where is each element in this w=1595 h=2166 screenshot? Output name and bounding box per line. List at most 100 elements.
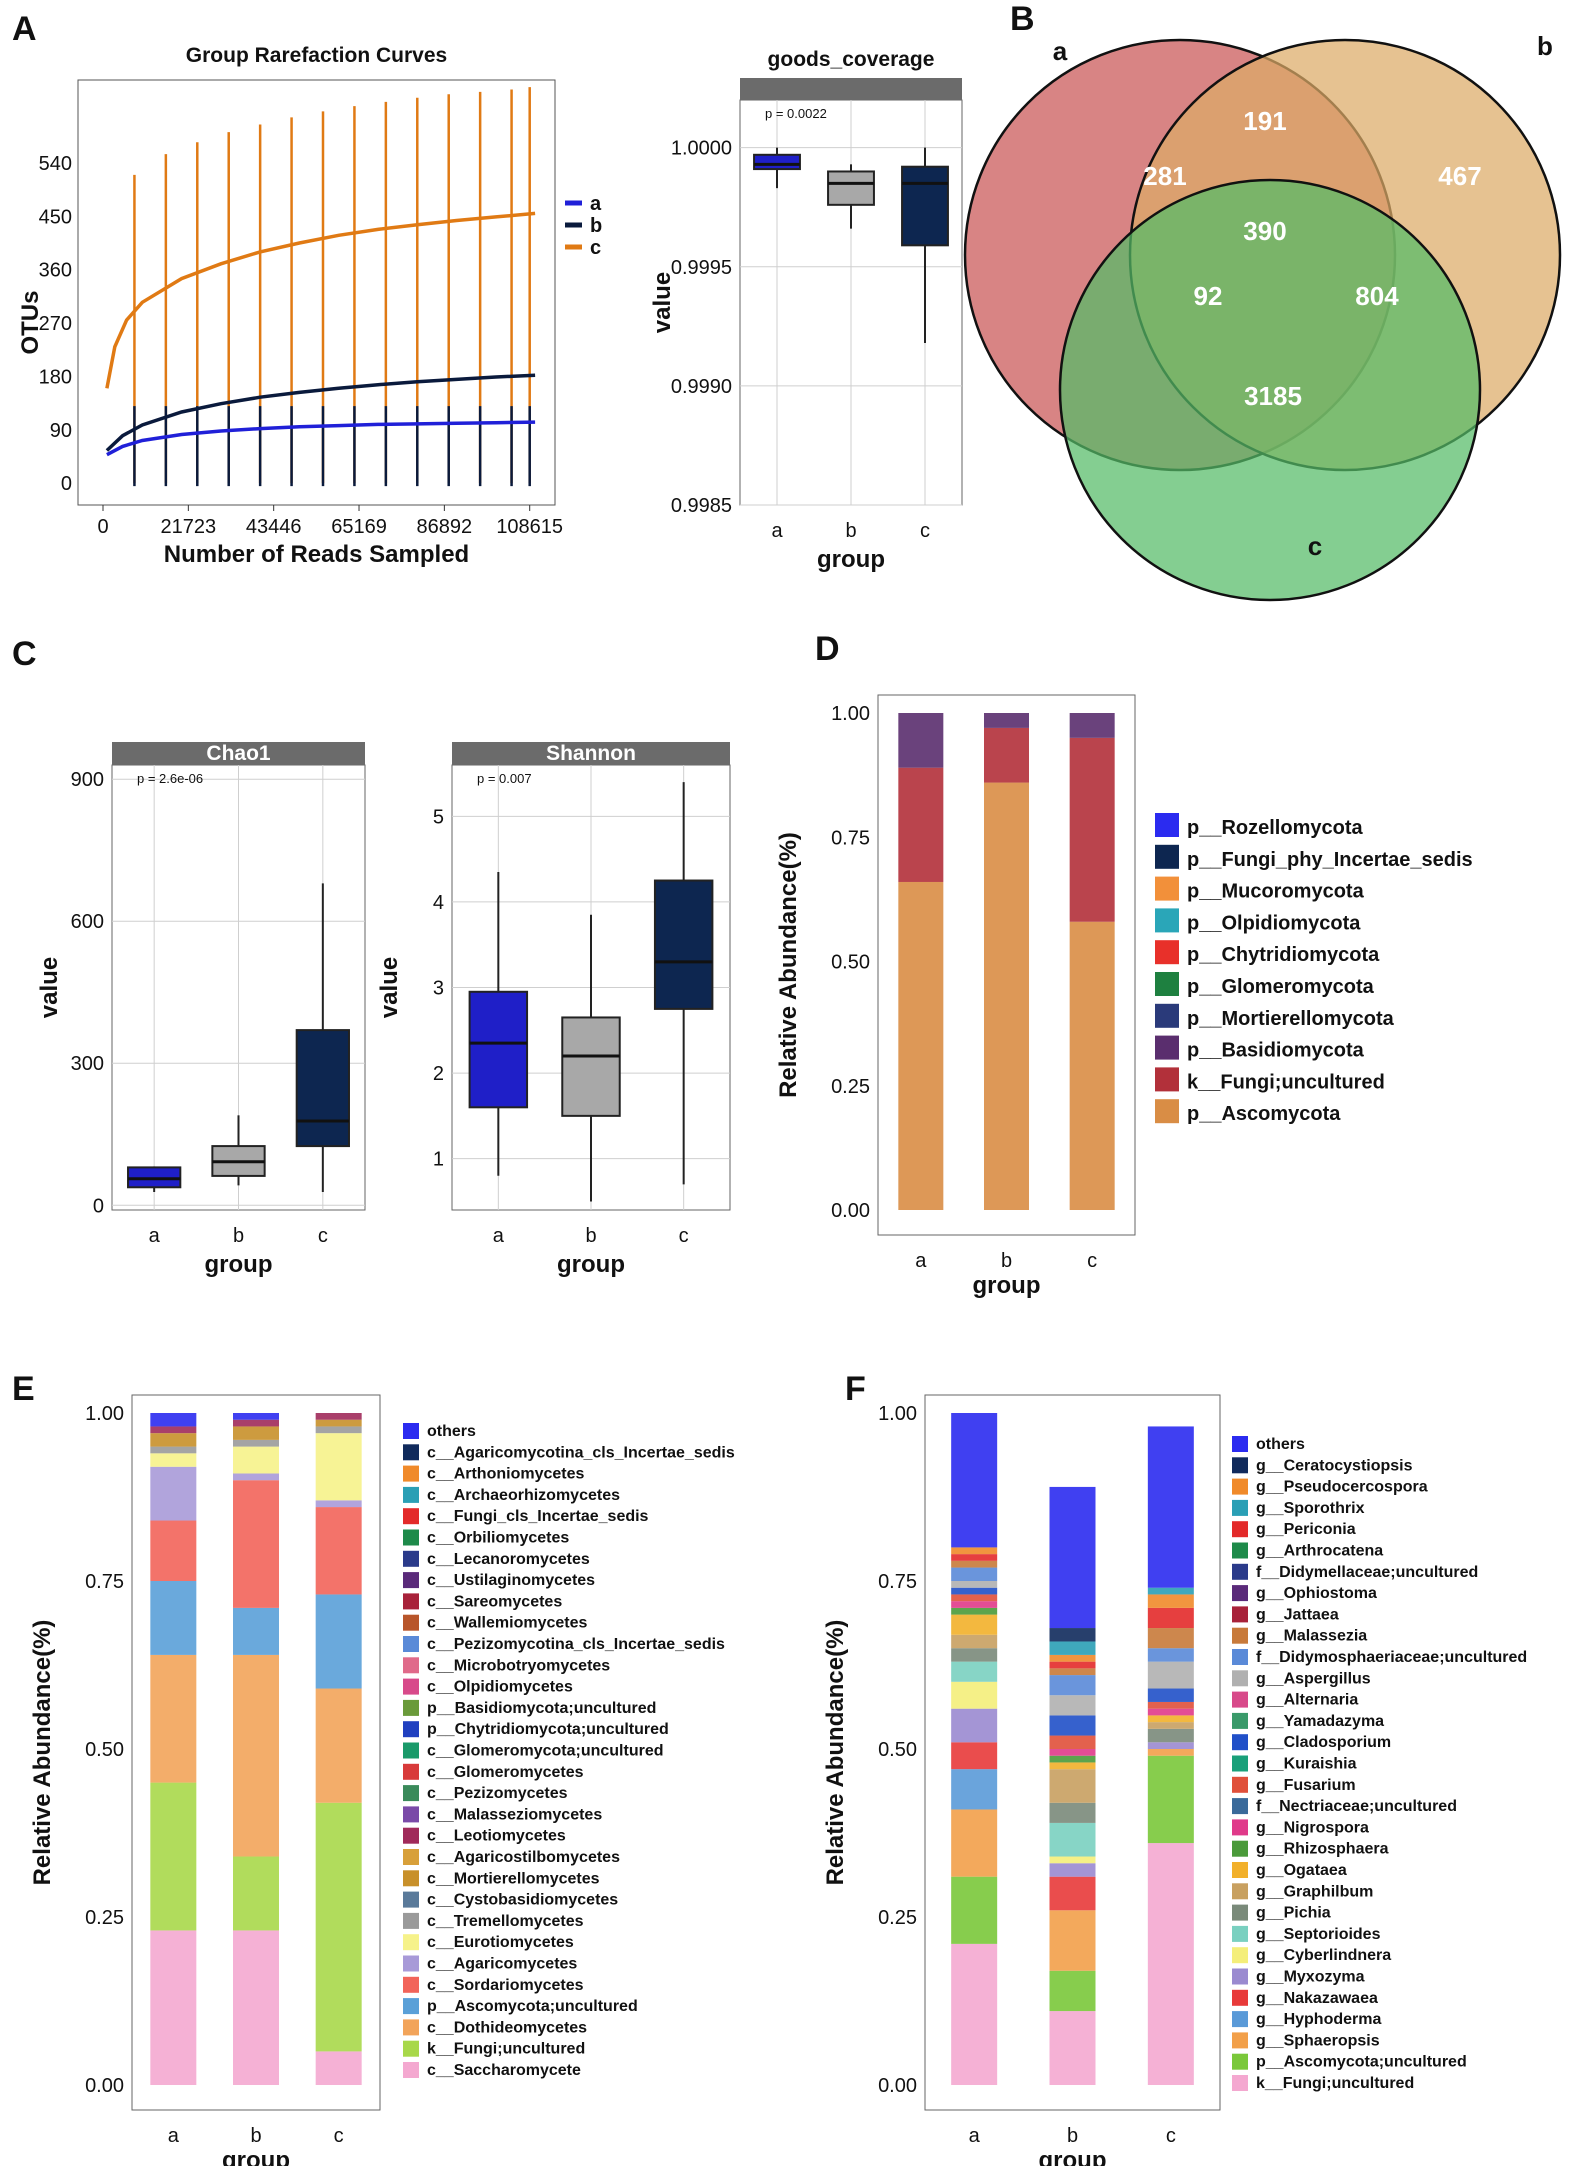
legend-swatch [1155,813,1179,837]
legend-swatch [1155,844,1179,869]
y-tick-label: 0.9995 [671,257,732,279]
genus-stacked-chart: 0.00 0.25 0.50 0.75 1.00 a b c group Relative Abu… [822,1394,1527,2166]
bar-segment-c [315,1413,362,1420]
legend-swatch [403,2040,419,2057]
bar-segment-a [951,1661,998,1682]
bar-segment-b [1049,1910,1096,1971]
y-tick-label: 5 [433,806,444,828]
bar-segment-b [233,1473,279,1481]
venn-count-ac: 92 [1194,281,1223,311]
legend-label: g__Sporothrix [1256,1500,1365,1517]
legend-swatch [1232,1436,1248,1452]
x-tick-label: 0 [97,516,108,538]
bar-segment-a [150,1426,197,1434]
legend-label: c__Saccharomycete [427,2062,581,2079]
bar-segment-c [1147,1843,1194,2085]
y-tick-label: 1.00 [878,1403,917,1425]
legend-label: c__Mortierellomycetes [427,1870,600,1887]
legend-swatch [1232,1883,1248,1900]
legend-label: p__Mortierellomycota [1187,1008,1395,1030]
y-axis-label: OTUs [17,290,44,354]
legend-swatch [403,1529,419,1546]
legend-swatch [403,1699,419,1716]
y-tick-label: 1.00 [85,1403,124,1425]
legend-swatch [1232,1627,1248,1644]
legend-swatch [1155,1099,1179,1124]
legend-label: g__Arthrocatena [1256,1543,1383,1560]
bar-segment-a [150,1446,197,1454]
bar-segment-b [1049,1762,1096,1770]
legend-label: g__Aspergillus [1256,1670,1371,1687]
legend-swatch [403,1785,419,1802]
y-tick-label: 2 [433,1063,444,1085]
x-tick-label: 21723 [161,516,217,538]
bar-segment-a [951,1581,998,1588]
legend-label: c__Pezizomycetes [427,1785,568,1802]
bar-segment-a [150,1433,197,1447]
y-tick-label: 0.00 [85,2075,124,2097]
legend-label: p__Ascomycota [1187,1103,1341,1125]
facet-title: Shannon [546,742,636,765]
legend-label: p__Chytridiomycota [1187,944,1380,966]
legend-label: g__Myxozyma [1256,1969,1365,1986]
legend-swatch [1155,1067,1179,1092]
legend-label: c__Agaricomycotina_cls_Incertae_sedis [427,1444,735,1461]
bar-segment-b [1049,1876,1096,1911]
bar-segment-b [1049,1863,1096,1877]
x-axis-label: group [1039,2147,1107,2166]
legend-swatch [403,1870,419,1887]
series-line-b [105,373,536,452]
y-axis-label: value [36,957,63,1018]
y-tick-label: 0 [93,1195,104,1217]
bar-segment-a [150,1930,197,2085]
x-tick-label: b [233,1225,244,1247]
legend-label: others [1256,1436,1305,1453]
bar-segment-c [315,1688,362,1803]
y-tick-label: 0.75 [878,1571,917,1593]
bar-segment-c [1147,1722,1194,1729]
rarefaction-chart: Group Rarefaction Curves 0 90 180 270 360 450 5… [17,44,602,568]
bar-segment-c [315,1507,362,1595]
legend-swatch [1232,1989,1248,2006]
legend-label: c__Dothideomycetes [427,2019,587,2036]
x-tick-label: b [250,2125,261,2147]
legend-swatch [1232,1712,1248,1729]
legend-swatch [1232,1947,1248,1964]
x-axis-label: group [973,1272,1041,1299]
bar-segment-b [1049,1654,1096,1662]
bar-segment-b [1049,1668,1096,1676]
legend-swatch [403,1827,419,1844]
y-tick-label: 600 [71,911,104,933]
y-tick-label: 0.25 [878,1907,917,1929]
y-axis-label: Relative Abundance(%) [822,1620,849,1886]
bar-segment-b [984,727,1029,783]
x-tick-label: b [1001,1250,1012,1272]
legend-label: g__Nakazawaea [1256,1990,1378,2007]
legend-label: others [427,1423,476,1440]
x-tick-label: a [149,1225,161,1247]
legend-swatch [403,1444,419,1461]
bar-segment-b [233,1419,279,1427]
y-tick-label: 0.9985 [671,495,732,517]
x-tick-label: c [1166,2125,1176,2147]
venn-set-label-c: c [1308,531,1322,561]
x-tick-label: c [679,1225,689,1247]
legend-label: g__Rhizosphaera [1256,1841,1389,1858]
legend-swatch [403,1614,419,1631]
legend-label: c__Sordariomycetes [427,1977,584,1994]
legend-swatch [403,1423,419,1439]
bar-segment-b [1049,1675,1096,1696]
bar-segment-c [1147,1587,1194,1595]
legend-swatch [403,1508,419,1525]
box-c [901,165,949,247]
series-line-a [106,420,536,457]
legend-swatch [1232,1819,1248,1836]
bar-segment-a [951,1876,998,1944]
legend-swatch [1232,1691,1248,1708]
legend-swatch [1232,1776,1248,1793]
bar-segment-a [898,881,944,1210]
y-tick-label: 180 [39,366,72,388]
x-tick-label: 108615 [496,516,563,538]
x-tick-label: a [915,1250,927,1272]
legend-label: k__Fungi;uncultured [1256,2075,1414,2092]
